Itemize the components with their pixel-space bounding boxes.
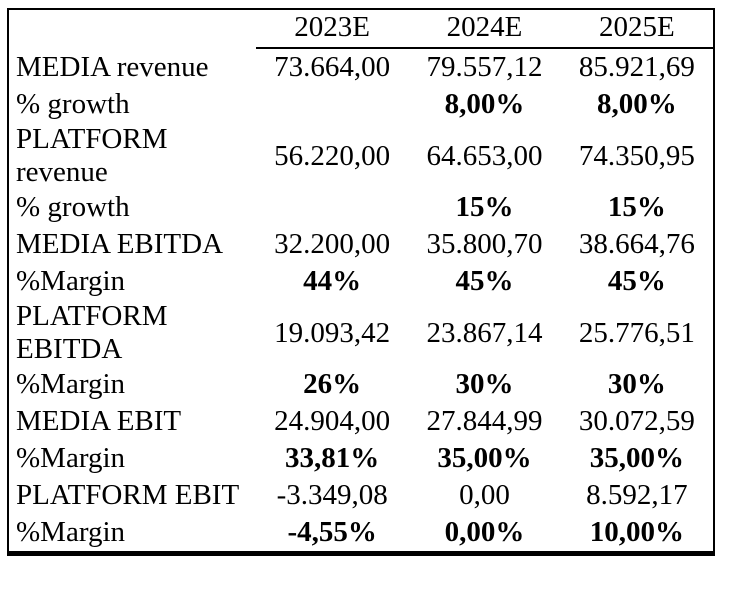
cell-value: 33,81% [285,442,380,474]
row-label: PLATFORM revenue [16,123,168,188]
table-header-row: 2023E 2024E 2025E [9,10,713,49]
cell-value: 35.800,70 [426,228,543,260]
cell-value: 32.200,00 [274,228,391,260]
row-label: % growth [16,88,130,120]
cell-value: 30% [455,368,514,400]
table-row-media-ebit: MEDIA EBIT 24.904,00 27.844,99 30.072,59 [9,403,713,440]
cell-value: 35,00% [437,442,532,474]
financial-projection-table: 2023E 2024E 2025E MEDIA revenue 73.664,0… [7,8,715,556]
row-label: PLATFORM EBITDA [16,300,168,365]
row-label: %Margin [16,368,126,400]
cell-value: 74.350,95 [578,139,695,172]
cell-value: 30% [607,368,666,400]
column-header-2024e: 2024E [408,11,561,49]
row-label: %Margin [16,516,126,548]
row-label: %Margin [16,442,126,474]
table-row-media-revenue: MEDIA revenue 73.664,00 79.557,12 85.921… [9,49,713,86]
row-label: MEDIA revenue [16,51,209,83]
cell-value: 0,00 [459,479,510,511]
row-label: % growth [16,191,130,223]
table-row-platform-ebit-margin: %Margin -4,55% 0,00% 10,00% [9,514,713,551]
cell-value: 38.664,76 [578,228,695,260]
cell-value: 8,00% [596,88,677,120]
cell-value: 26% [303,368,362,400]
cell-value: 25.776,51 [578,316,695,349]
cell-value: -3.349,08 [276,479,388,511]
cell-value: 24.904,00 [274,405,391,437]
cell-value: 44% [303,265,362,297]
table-row-platform-revenue: PLATFORM revenue 56.220,00 64.653,00 74.… [9,123,713,189]
cell-value: 64.653,00 [426,139,543,172]
table-row-platform-ebit: PLATFORM EBIT -3.349,08 0,00 8.592,17 [9,477,713,514]
cell-value: 0,00% [444,516,525,548]
table-row-platform-ebitda-margin: %Margin 26% 30% 30% [9,366,713,403]
cell-value: 35,00% [589,442,684,474]
table-row-platform-ebitda: PLATFORM EBITDA 19.093,42 23.867,14 25.7… [9,300,713,366]
cell-value: 85.921,69 [578,51,695,83]
cell-value: 8,00% [444,88,525,120]
row-label: %Margin [16,265,126,297]
cell-value: 79.557,12 [426,51,543,83]
cell-value: 45% [455,265,514,297]
cell-value: 19.093,42 [274,316,391,349]
cell-value: 10,00% [589,516,684,548]
cell-value: 56.220,00 [274,139,391,172]
table-row-media-ebitda-margin: %Margin 44% 45% 45% [9,263,713,300]
table-row-media-ebit-margin: %Margin 33,81% 35,00% 35,00% [9,440,713,477]
cell-value: 73.664,00 [274,51,391,83]
table-row-platform-growth: % growth 15% 15% [9,189,713,226]
cell-value: 15% [607,191,666,223]
row-label: PLATFORM EBIT [16,479,240,511]
row-label: MEDIA EBIT [16,405,182,437]
cell-value: 45% [607,265,666,297]
cell-value: 15% [455,191,514,223]
cell-value: 8.592,17 [586,479,688,511]
table-row-media-ebitda: MEDIA EBITDA 32.200,00 35.800,70 38.664,… [9,226,713,263]
table-row-media-growth: % growth 8,00% 8,00% [9,86,713,123]
row-label: MEDIA EBITDA [16,228,224,260]
cell-value: 23.867,14 [426,316,543,349]
cell-value: -4,55% [287,516,377,548]
cell-value: 30.072,59 [578,405,695,437]
column-header-2023e: 2023E [256,11,409,49]
cell-value: 27.844,99 [426,405,543,437]
column-header-2025e: 2025E [560,11,713,49]
